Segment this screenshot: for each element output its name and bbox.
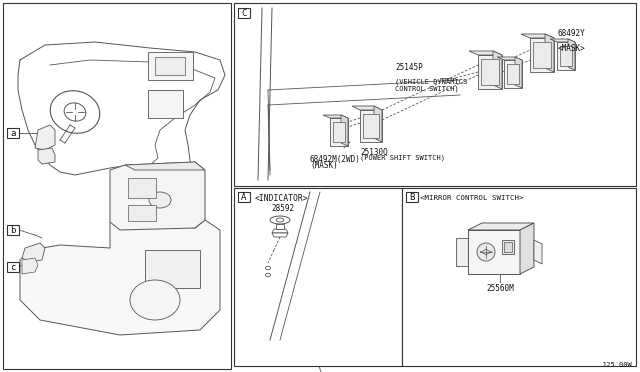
Bar (276, 224, 284, 229)
Polygon shape (557, 42, 575, 70)
Polygon shape (545, 34, 554, 72)
Text: <MIRROR CONTROL SWITCH>: <MIRROR CONTROL SWITCH> (420, 195, 524, 201)
Bar (128, 178, 156, 198)
Polygon shape (493, 51, 502, 89)
Polygon shape (520, 223, 534, 274)
Bar (3, 3, 231, 369)
Bar (7, 225, 19, 235)
Polygon shape (469, 51, 502, 55)
Polygon shape (515, 57, 522, 88)
Polygon shape (468, 223, 534, 230)
Polygon shape (478, 55, 502, 89)
Polygon shape (110, 162, 205, 230)
Text: 68492M(2WD): 68492M(2WD) (310, 155, 361, 164)
Bar (533, 42, 551, 68)
Bar (333, 122, 345, 142)
Polygon shape (456, 238, 468, 266)
Polygon shape (468, 230, 520, 274)
Text: 25560M: 25560M (486, 284, 514, 293)
Text: (MASK): (MASK) (310, 161, 338, 170)
Polygon shape (35, 125, 55, 150)
Text: a: a (10, 128, 16, 138)
Polygon shape (360, 110, 382, 142)
Ellipse shape (266, 273, 271, 277)
Bar (234, 3, 636, 186)
Bar (145, 250, 200, 288)
Polygon shape (341, 115, 348, 146)
Polygon shape (374, 106, 382, 142)
Text: C: C (241, 9, 246, 17)
Polygon shape (352, 106, 382, 110)
Polygon shape (534, 240, 542, 264)
Text: <INDICATOR>: <INDICATOR> (255, 193, 308, 202)
Polygon shape (330, 118, 348, 146)
Bar (406, 192, 418, 202)
Bar (238, 8, 250, 18)
Ellipse shape (477, 243, 495, 261)
Text: <MASK>: <MASK> (558, 44, 586, 53)
Bar (128, 205, 156, 221)
Text: b: b (10, 225, 16, 234)
Polygon shape (504, 60, 522, 88)
Bar (560, 46, 572, 66)
Polygon shape (323, 115, 348, 118)
Ellipse shape (270, 216, 290, 224)
Text: (VEHICLE DYNAMICS: (VEHICLE DYNAMICS (395, 78, 467, 84)
Polygon shape (38, 148, 55, 164)
Polygon shape (521, 34, 554, 38)
Ellipse shape (149, 192, 171, 208)
Bar (234, 188, 402, 366)
Bar (7, 128, 19, 138)
Text: CONTROL SWITCH): CONTROL SWITCH) (395, 85, 459, 92)
Text: A: A (241, 192, 246, 202)
Polygon shape (125, 162, 205, 170)
Text: 25145P: 25145P (395, 63, 423, 72)
Bar (481, 59, 499, 85)
Polygon shape (20, 220, 220, 335)
Bar (148, 90, 183, 118)
Polygon shape (272, 233, 288, 237)
Text: 68492Y: 68492Y (558, 29, 586, 38)
Bar (402, 188, 636, 366)
Bar (363, 114, 379, 138)
Ellipse shape (130, 280, 180, 320)
Bar (238, 192, 250, 202)
Text: c: c (10, 263, 16, 272)
Text: 25130Q: 25130Q (360, 148, 388, 157)
Bar (502, 240, 514, 254)
Polygon shape (497, 57, 522, 60)
Text: J25 00W: J25 00W (602, 362, 632, 368)
Text: 28592: 28592 (271, 203, 294, 212)
Polygon shape (530, 38, 554, 72)
Ellipse shape (276, 218, 284, 222)
Polygon shape (272, 229, 288, 233)
Text: (POWER SHIFT SWITCH): (POWER SHIFT SWITCH) (360, 154, 445, 160)
Bar (155, 57, 185, 75)
Bar (7, 262, 19, 272)
Text: B: B (410, 192, 415, 202)
Polygon shape (550, 39, 575, 42)
Bar (148, 52, 193, 80)
Polygon shape (22, 258, 38, 274)
Ellipse shape (266, 266, 271, 270)
Bar (507, 64, 519, 84)
Polygon shape (568, 39, 575, 70)
Polygon shape (22, 243, 45, 262)
Bar (504, 242, 512, 252)
